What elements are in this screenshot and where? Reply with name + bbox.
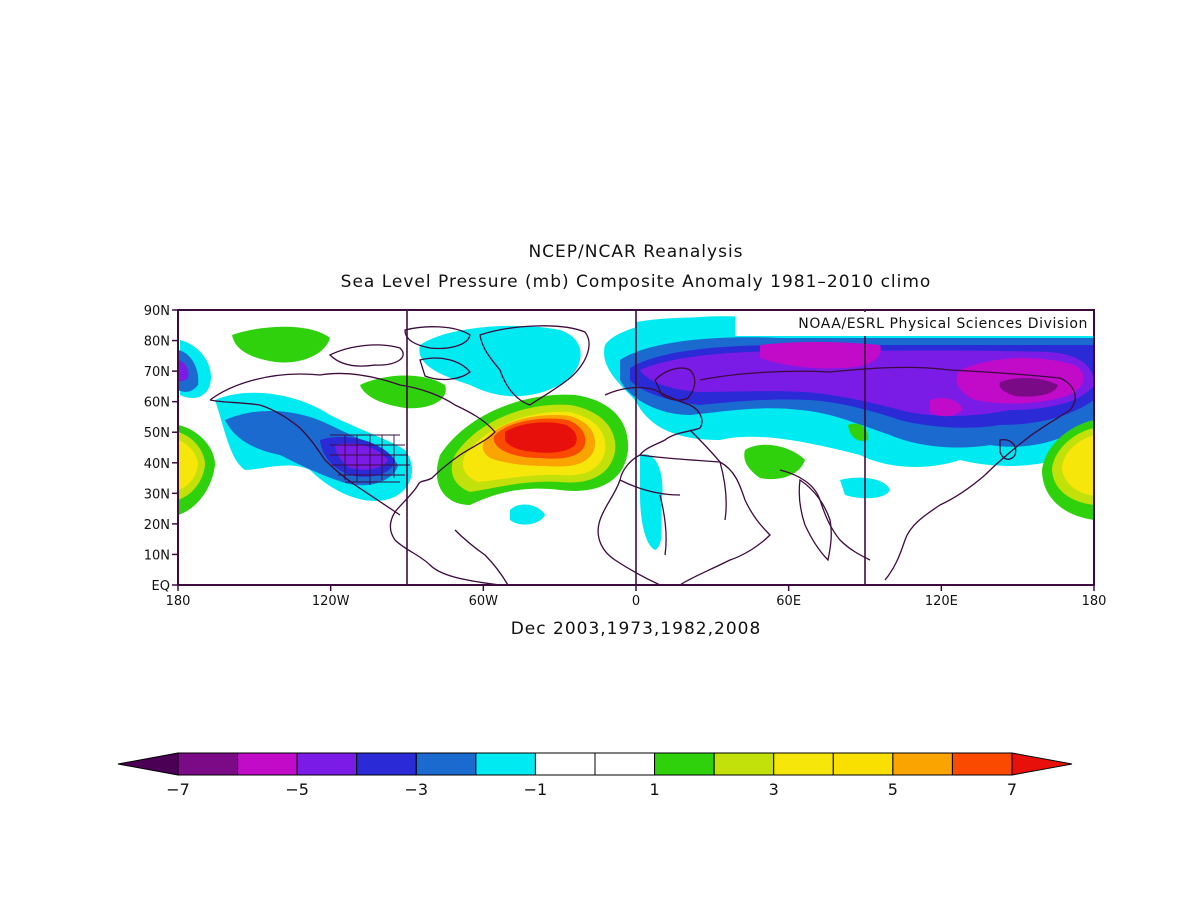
- lat-tick-label: 70N: [144, 365, 170, 380]
- colorbar-tick-label: −3: [404, 780, 428, 799]
- lon-tick-label: 60W: [469, 594, 499, 609]
- lat-tick-label: 20N: [144, 518, 170, 533]
- coastlines: [209, 325, 1076, 585]
- map-subtitle: Sea Level Pressure (mb) Composite Anomal…: [340, 272, 932, 292]
- colorbar-tick-label: 7: [1007, 780, 1017, 799]
- colorbar-swatch: [832, 752, 894, 776]
- colorbar-swatch: [296, 752, 358, 776]
- colorbar-tick-label: −7: [166, 780, 190, 799]
- longitude-axis: 180 120W 60W 0 60E 120E 180: [166, 585, 1107, 609]
- lat-tick-label: 30N: [144, 487, 170, 502]
- lon-tick-label: 120E: [925, 594, 958, 609]
- colorbar-min-arrow: [117, 752, 179, 776]
- purple-negative-anomaly-regions: [999, 378, 1058, 397]
- lat-tick-label: 50N: [144, 426, 170, 441]
- colorbar-swatch: [951, 752, 1013, 776]
- map-title: NCEP/NCAR Reanalysis: [528, 242, 744, 262]
- lat-tick-label: 80N: [144, 335, 170, 350]
- latitude-axis: 90N 80N 70N 60N 50N 40N 30N 20N 10N EQ: [144, 304, 178, 594]
- colorbar-tick-label: 1: [649, 780, 659, 799]
- lat-tick-label: 90N: [144, 304, 170, 319]
- colorbar-swatch: [475, 752, 536, 776]
- colorbar-swatch: [892, 752, 953, 776]
- lat-tick-label: 10N: [144, 548, 170, 563]
- colorbar-tick-label: −5: [285, 780, 309, 799]
- colorbar-tick-label: 3: [769, 780, 779, 799]
- colorbar-swatch: [773, 752, 834, 776]
- colorbar-max-arrow: [1011, 752, 1073, 776]
- colorbar-swatch: [654, 752, 715, 776]
- colorbar-tick-label: 5: [888, 780, 898, 799]
- lat-tick-label: 60N: [144, 396, 170, 411]
- colorbar-swatch: [594, 752, 656, 776]
- colorbar-swatch: [237, 752, 298, 776]
- lat-tick-label: 40N: [144, 457, 170, 472]
- anomaly-contours: [178, 316, 1094, 550]
- lon-tick-label: 180: [1082, 594, 1107, 609]
- colorbar-tick-label: −1: [524, 780, 548, 799]
- lon-tick-label: 120W: [312, 594, 350, 609]
- credit-label: NOAA/ESRL Physical Sciences Division: [798, 316, 1088, 332]
- lon-tick-label: 60E: [776, 594, 801, 609]
- colorbar-swatch: [177, 752, 239, 776]
- state-boundaries: [330, 434, 410, 485]
- lon-tick-label: 180: [166, 594, 191, 609]
- lat-tick-label: EQ: [152, 579, 170, 594]
- credit-box: [735, 312, 1093, 336]
- colorbar-swatch: [356, 752, 417, 776]
- lon-tick-label: 0: [632, 594, 640, 609]
- colorbar-swatch: [415, 752, 477, 776]
- colorbar-swatch: [534, 752, 596, 776]
- colorbar: −7 −5 −3 −1 1 3 5 7: [117, 752, 1073, 799]
- longitude-reference-lines: [406, 310, 866, 585]
- colorbar-swatch: [713, 752, 775, 776]
- composite-years-label: Dec 2003,1973,1982,2008: [510, 619, 762, 639]
- red-positive-anomaly-regions: [505, 422, 577, 453]
